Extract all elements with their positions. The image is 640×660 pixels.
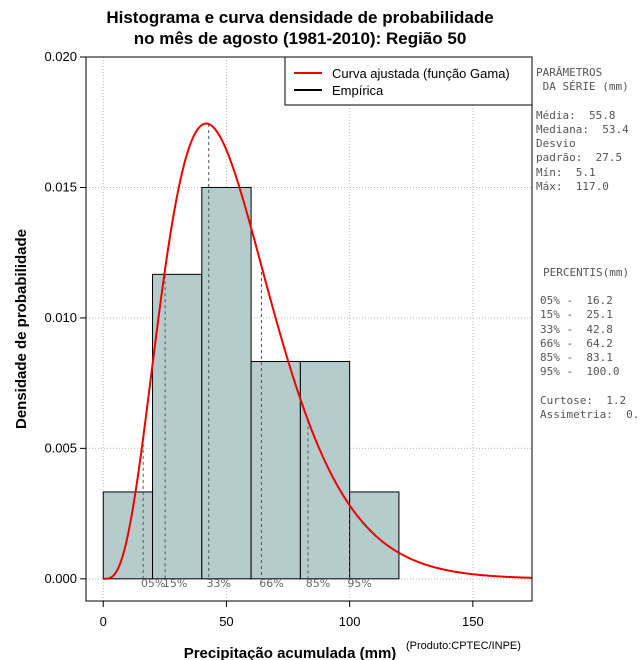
chart-title-line1: Histograma e curva densidade de probabil… <box>106 8 494 27</box>
percentil-05: 05% - 16.2 <box>540 294 613 307</box>
percentil-66: 66% - 64.2 <box>540 336 613 350</box>
percentil-95: 95% - 100.0 <box>540 365 620 379</box>
legend-box <box>284 56 533 106</box>
curtose: Curtose: 1.2 <box>540 393 627 407</box>
stats-media: Média: 55.8 <box>536 108 616 122</box>
x-tick-label: 100 <box>339 614 361 629</box>
stats-header-2: DA SÉRIE (mm) <box>536 80 629 94</box>
x-axis-label: Precipitação acumulada (mm) <box>184 645 397 660</box>
percentile-label-95: 95% <box>347 577 371 590</box>
stats-min: Mín: 5.1 <box>536 165 596 179</box>
chart-title-line2: no mês de agosto (1981-2010): Região 50 <box>133 29 467 48</box>
legend-label-1: Empírica <box>332 83 384 98</box>
credit-text: (Produto:CPTEC/INPE) <box>406 640 521 652</box>
histogram-bar-2 <box>201 186 252 580</box>
assimetria: Assimetria: 0.2 <box>540 408 640 422</box>
legend-label-0: Curva ajustada (função Gama) <box>332 66 510 81</box>
percentile-label-85: 85% <box>306 577 330 590</box>
y-tick-label: 0.000 <box>44 571 77 586</box>
gamma-curve <box>103 122 533 580</box>
percentil-15: 15% - 25.1 <box>540 308 613 322</box>
x-tick-label: 50 <box>219 614 233 629</box>
y-tick-label: 0.015 <box>44 179 77 194</box>
x-tick-label: 150 <box>462 614 484 629</box>
y-tick-label: 0.010 <box>44 310 77 325</box>
stats-desvio-1: Desvio <box>536 137 576 151</box>
histogram-bar-1 <box>152 273 203 580</box>
percentis-header: PERCENTIS(mm) <box>543 266 630 279</box>
y-tick-label: 0.005 <box>44 440 77 455</box>
y-axis-label: Densidade de probabilidade <box>13 229 30 429</box>
percentile-label-05: 05% <box>141 577 165 590</box>
histogram-bar-3 <box>250 360 301 580</box>
percentile-label-66: 66% <box>259 577 283 590</box>
stats-header-1: PARÂMETROS <box>536 66 603 79</box>
percentile-label-15: 15% <box>163 577 187 590</box>
stats-mediana: Mediana: 53.4 <box>536 122 629 136</box>
percentile-label-33: 33% <box>206 577 230 590</box>
percentis-panel: 05% - 16.2 15% - 25.1 33% - 42.8 66% - 64.2… <box>540 294 640 422</box>
y-tick-label: 0.020 <box>44 49 77 64</box>
x-tick-label: 0 <box>100 614 107 629</box>
stats-desvio-2: padrão: 27.5 <box>536 151 623 165</box>
percentil-85: 85% - 83.1 <box>540 351 613 365</box>
percentil-33: 33% - 42.8 <box>540 322 613 336</box>
stats-panel: PARÂMETROS DA SÉRIE (mm) Média: 55.8 Media… <box>536 66 629 194</box>
histogram-bar-4 <box>299 360 351 580</box>
stats-max: Máx: 117.0 <box>536 180 609 194</box>
